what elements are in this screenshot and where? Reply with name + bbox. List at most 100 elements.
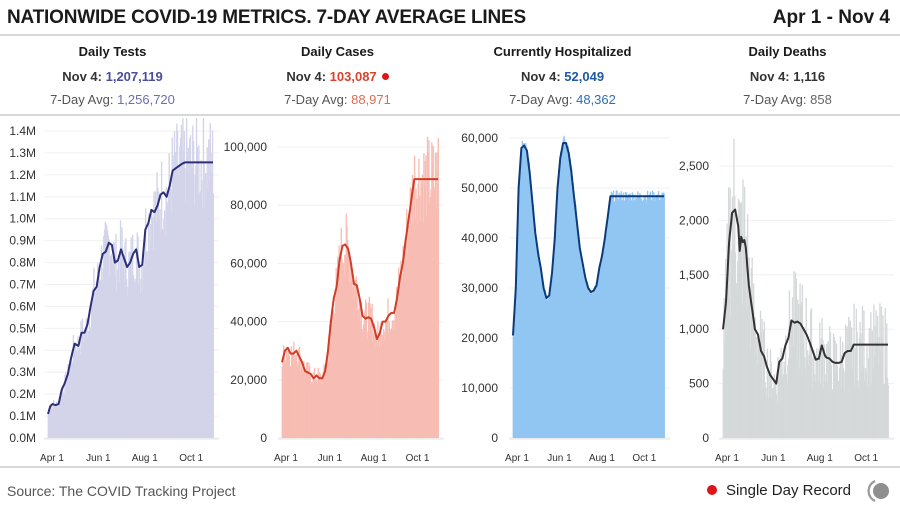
seven-day-average-line (512, 142, 665, 336)
daily-bar (832, 333, 835, 438)
daily-bar (541, 272, 543, 438)
daily-bar (303, 360, 305, 438)
daily-bar (401, 281, 404, 438)
daily-bar (579, 249, 581, 438)
daily-bar (775, 394, 778, 438)
daily-bar (92, 287, 94, 438)
daily-bar (169, 183, 171, 438)
daily-bar (387, 298, 389, 438)
daily-bar (349, 258, 351, 438)
daily-bar (179, 146, 181, 438)
legend-label: Single Day Record (725, 482, 851, 499)
stat-avg-value: 858 (810, 92, 832, 107)
daily-bar (778, 379, 781, 438)
daily-bar (731, 196, 734, 438)
y-tick-label: 2,000 (679, 213, 709, 227)
daily-bar (760, 332, 762, 438)
daily-bar (819, 383, 822, 438)
daily-bar (340, 228, 342, 438)
daily-bar (307, 375, 309, 438)
stat-avg: 7-Day Avg: 48,362 (450, 92, 675, 107)
daily-bar (400, 272, 403, 438)
daily-bar (737, 261, 739, 438)
daily-bar (546, 300, 549, 438)
daily-bar (71, 362, 73, 438)
daily-bar (772, 390, 775, 438)
daily-bar (775, 383, 777, 438)
daily-bar (755, 354, 757, 438)
daily-bar (362, 333, 364, 438)
daily-bar (789, 334, 791, 438)
daily-bar (74, 352, 76, 438)
daily-bar (539, 264, 542, 438)
daily-bar (792, 345, 794, 438)
daily-bar (533, 223, 535, 438)
daily-bar (135, 281, 137, 438)
daily-bar (878, 336, 880, 438)
y-tick-label: 100,000 (224, 140, 268, 154)
daily-bar (47, 413, 49, 438)
daily-bar (876, 341, 878, 438)
daily-bar (393, 330, 396, 438)
daily-bar (59, 403, 61, 438)
daily-bar (869, 384, 871, 438)
chart-daily-tests: 0.0M 0.1M 0.2M 0.3M 0.4M 0.5M 0.6M 0.7M 0.8M 0.9M… (9, 115, 219, 464)
daily-bar (57, 409, 59, 438)
daily-bar (821, 317, 823, 438)
daily-bar (526, 155, 528, 438)
daily-bar (785, 373, 788, 438)
y-tick-label: 0.0M (9, 431, 36, 445)
daily-bar (747, 306, 750, 438)
daily-bar (796, 361, 798, 438)
stat-avg-value: 48,362 (576, 92, 616, 107)
daily-bar (183, 131, 186, 438)
daily-bar (421, 174, 424, 438)
daily-bar (176, 123, 178, 438)
daily-bar (639, 197, 642, 438)
daily-bar (846, 326, 848, 438)
daily-bar (653, 192, 655, 438)
daily-bar (385, 321, 387, 438)
y-tick-label: 30,000 (461, 281, 498, 295)
daily-bar (384, 331, 386, 438)
daily-bar (617, 201, 620, 438)
daily-bar (365, 299, 367, 438)
covid-tracking-logo-icon (867, 480, 889, 502)
daily-bar (341, 259, 343, 438)
daily-bar (578, 245, 581, 438)
daily-bar (615, 190, 617, 438)
daily-bar (748, 257, 750, 438)
daily-bar (435, 208, 437, 438)
daily-bar (643, 197, 645, 438)
daily-bar (745, 236, 747, 438)
daily-bar (519, 166, 521, 439)
daily-bar (112, 256, 114, 438)
daily-bar (285, 349, 288, 438)
daily-bar (205, 192, 208, 438)
daily-bar (204, 207, 206, 438)
daily-bar (308, 362, 310, 438)
daily-bar (166, 204, 169, 438)
daily-bar (113, 243, 116, 438)
daily-bar (857, 380, 859, 438)
daily-bar (562, 149, 564, 438)
daily-bar (51, 404, 53, 438)
daily-bar (399, 285, 401, 438)
daily-bar (784, 368, 786, 438)
daily-bar (358, 295, 360, 438)
daily-bar (90, 306, 93, 438)
daily-bar (883, 384, 885, 438)
daily-bar (55, 407, 57, 438)
daily-bar (620, 191, 622, 438)
daily-bar (818, 348, 820, 438)
daily-bar (48, 410, 50, 438)
daily-bar (756, 364, 759, 438)
stat-today-value: 52,049 (564, 69, 605, 84)
daily-bar (882, 315, 884, 438)
daily-bar (352, 288, 354, 438)
daily-bar (296, 354, 298, 438)
daily-bar (837, 381, 839, 438)
x-tick-label: Apr 1 (715, 453, 739, 464)
daily-bar (835, 370, 837, 438)
daily-bar (854, 348, 857, 438)
